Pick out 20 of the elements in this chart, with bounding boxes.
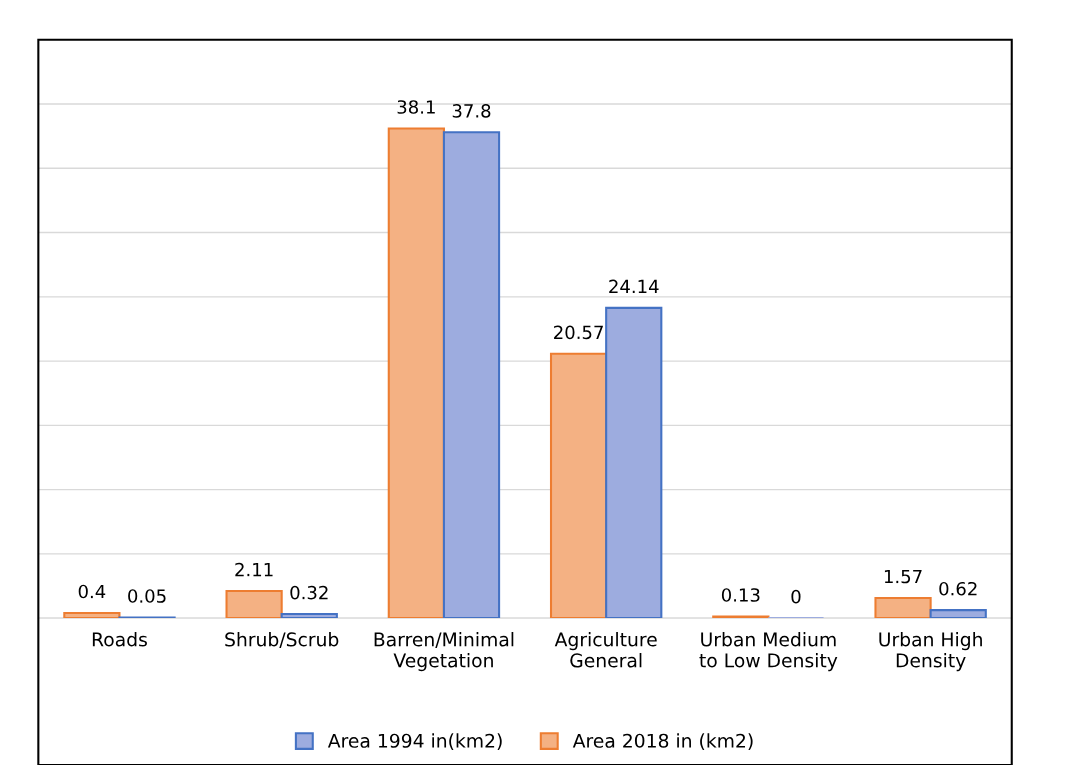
data-label: 38.1 [397, 100, 435, 114]
legend-label: Area 2018 in (km2) [572, 733, 753, 751]
data-label: 1.57 [884, 569, 922, 584]
legend-label: Area 1994 in(km2) [327, 733, 502, 751]
data-label: 2.11 [235, 562, 273, 577]
data-label: 0.4 [78, 584, 106, 599]
x-tick-label: Agriculture General [554, 632, 657, 668]
data-label: 0 [791, 589, 801, 604]
x-tick-label: Shrub/Scrub [225, 632, 339, 648]
x-tick-label: Urban Medium to Low Density [699, 632, 838, 672]
x-tick-label: Urban High Density [879, 632, 982, 672]
data-label: 0.62 [939, 581, 977, 596]
x-tick-label: Roads [92, 632, 147, 647]
data-label: 0.13 [721, 588, 760, 602]
data-label: 0.32 [290, 585, 328, 600]
data-label: 20.57 [554, 325, 603, 340]
data-label: 0.05 [128, 589, 166, 603]
data-label: 37.8 [452, 104, 491, 118]
data-label: 24.14 [609, 279, 659, 294]
x-tick-label: Barren/Minimal Vegetation [374, 632, 514, 672]
